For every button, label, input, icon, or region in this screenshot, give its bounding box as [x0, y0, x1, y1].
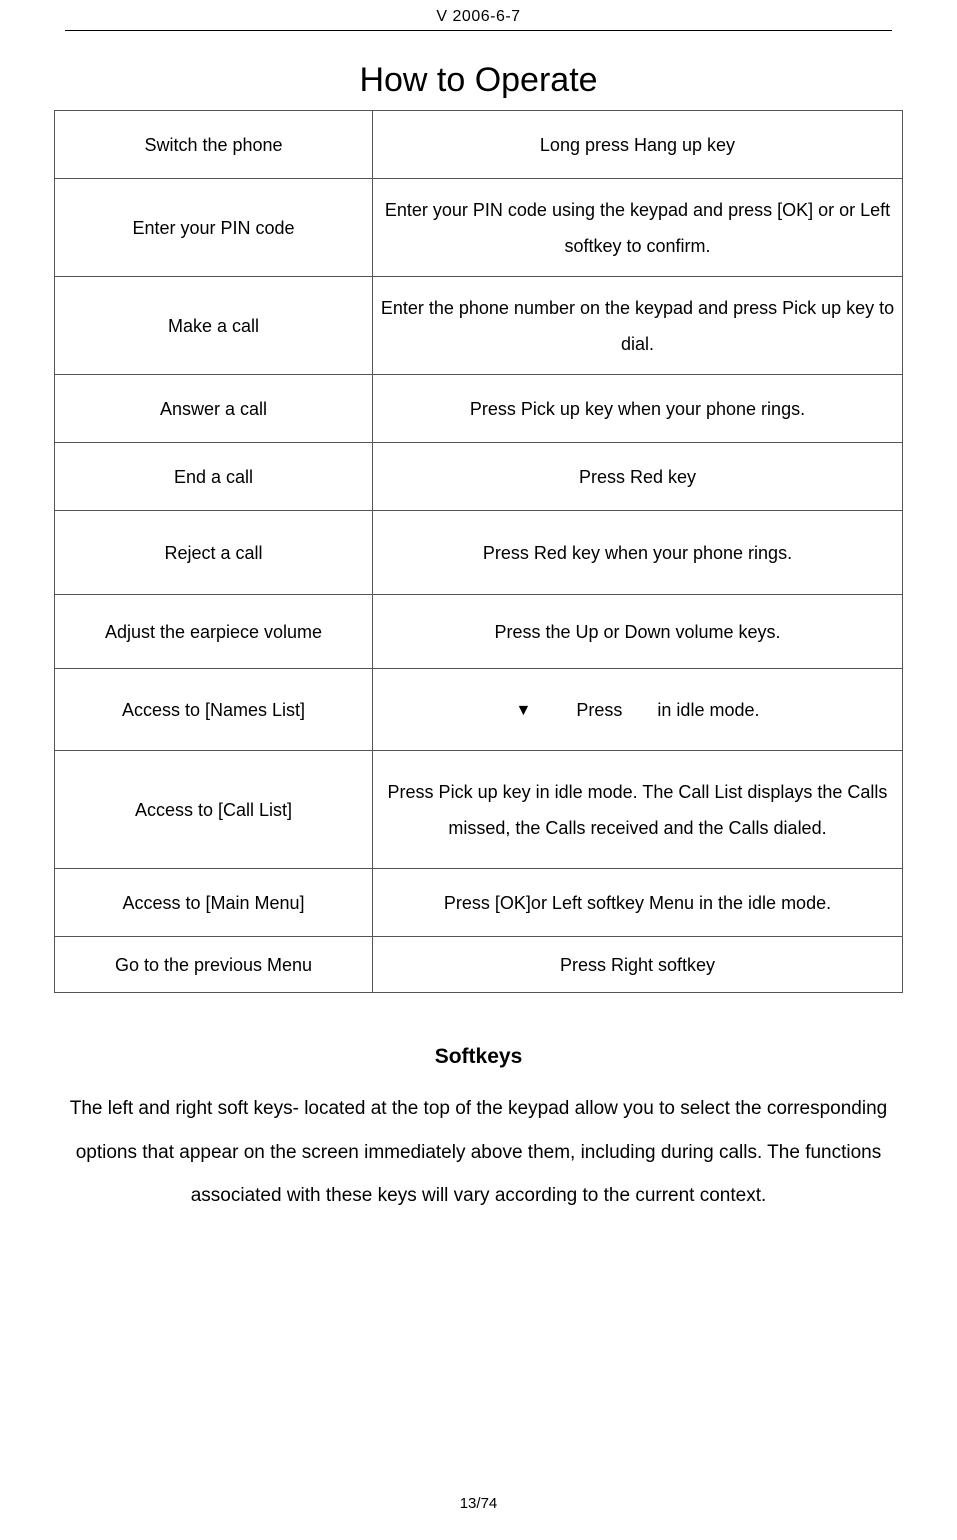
op-desc: Press Pick up key in idle mode. The Call… [373, 751, 903, 869]
table-row: End a call Press Red key [55, 443, 903, 511]
table-row: Answer a call Press Pick up key when you… [55, 375, 903, 443]
down-triangle-icon: ▼ [516, 695, 532, 727]
op-name: Answer a call [55, 375, 373, 443]
header-divider [65, 30, 892, 31]
op-desc: Press [OK]or Left softkey Menu in the id… [373, 869, 903, 937]
page-title: How to Operate [0, 61, 957, 100]
op-name: Access to [Call List] [55, 751, 373, 869]
op-desc: Enter the phone number on the keypad and… [373, 277, 903, 375]
op-desc: Press Pick up key when your phone rings. [373, 375, 903, 443]
table-row: Make a call Enter the phone number on th… [55, 277, 903, 375]
op-name: End a call [55, 443, 373, 511]
table-row: Adjust the earpiece volume Press the Up … [55, 595, 903, 669]
op-desc: Long press Hang up key [373, 111, 903, 179]
op-desc-text: in idle mode. [657, 700, 759, 720]
table-row: Reject a call Press Red key when your ph… [55, 511, 903, 595]
op-name: Go to the previous Menu [55, 937, 373, 993]
op-desc-text: Press [576, 700, 622, 720]
op-desc: Press Red key [373, 443, 903, 511]
op-name: Access to [Names List] [55, 669, 373, 751]
table-row: Access to [Call List] Press Pick up key … [55, 751, 903, 869]
op-name: Access to [Main Menu] [55, 869, 373, 937]
op-name: Enter your PIN code [55, 179, 373, 277]
table-row: Access to [Names List] ▼ Press in idle m… [55, 669, 903, 751]
op-name: Make a call [55, 277, 373, 375]
table-row: Go to the previous Menu Press Right soft… [55, 937, 903, 993]
op-desc: ▼ Press in idle mode. [373, 669, 903, 751]
table-row: Switch the phone Long press Hang up key [55, 111, 903, 179]
op-name: Adjust the earpiece volume [55, 595, 373, 669]
op-desc: Enter your PIN code using the keypad and… [373, 179, 903, 277]
operation-table: Switch the phone Long press Hang up key … [54, 110, 903, 993]
softkeys-body: The left and right soft keys- located at… [29, 1087, 929, 1218]
op-desc-gap [627, 700, 652, 720]
op-name: Reject a call [55, 511, 373, 595]
softkeys-title: Softkeys [0, 1045, 957, 1069]
op-desc: Press the Up or Down volume keys. [373, 595, 903, 669]
table-row: Enter your PIN code Enter your PIN code … [55, 179, 903, 277]
op-desc: Press Right softkey [373, 937, 903, 993]
op-name: Switch the phone [55, 111, 373, 179]
page-number: 13/74 [0, 1495, 957, 1512]
op-desc: Press Red key when your phone rings. [373, 511, 903, 595]
page-header-version: V 2006-6-7 [0, 0, 957, 30]
table-row: Access to [Main Menu] Press [OK]or Left … [55, 869, 903, 937]
